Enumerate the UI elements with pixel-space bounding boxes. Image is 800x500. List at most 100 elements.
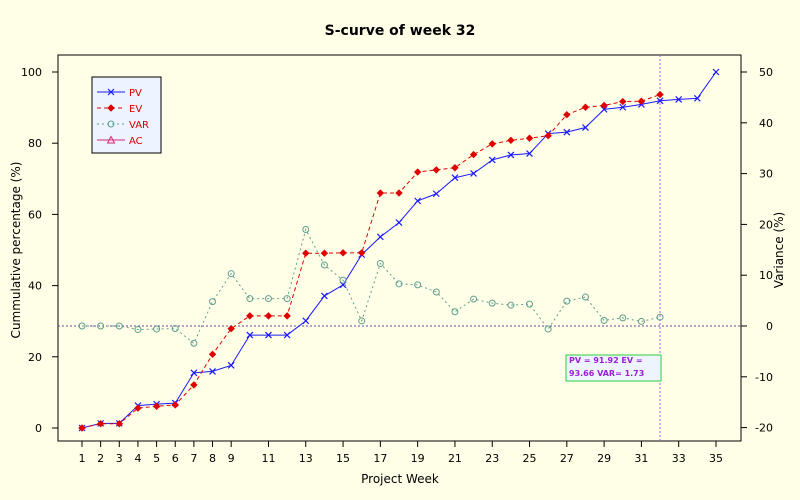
y2-tick-label: 50 xyxy=(759,66,773,79)
marker-stroke xyxy=(582,124,589,131)
pv-point xyxy=(302,317,310,325)
pv-point xyxy=(320,292,328,300)
pv-point xyxy=(656,97,664,105)
x-tick-label: 8 xyxy=(209,452,216,465)
pv-point xyxy=(432,190,440,198)
var-point xyxy=(619,314,627,322)
legend-item-ac: AC xyxy=(97,135,143,147)
info-box: PV = 91.92 EV = 93.66 VAR= 1.73 xyxy=(565,354,662,382)
legend-swatch-marker xyxy=(107,88,115,96)
x-tick-label: 4 xyxy=(134,452,141,465)
series-ev-line xyxy=(81,94,661,429)
var-point xyxy=(134,326,142,334)
marker-stroke xyxy=(265,331,272,339)
pv-point xyxy=(712,68,720,76)
pv-point xyxy=(283,331,291,339)
ev-point xyxy=(246,312,254,320)
y-axis-title: Cummulative percentage (%) xyxy=(9,162,23,339)
ev-point xyxy=(413,168,422,176)
var-point xyxy=(246,295,254,303)
y2-tick-label: 20 xyxy=(759,218,773,231)
ev-point xyxy=(357,249,366,257)
legend-item-pv: PV xyxy=(97,88,142,99)
marker-stroke xyxy=(190,369,198,377)
ev-point xyxy=(134,404,142,412)
var-point xyxy=(544,325,552,333)
var-point xyxy=(358,317,366,325)
pv-point xyxy=(227,361,235,369)
plot-frame xyxy=(57,54,742,442)
x-axis-title: Project Week xyxy=(361,472,439,486)
ev-point xyxy=(619,97,627,106)
x-tick-label: 9 xyxy=(228,452,235,465)
ev-point xyxy=(376,189,385,197)
pv-point xyxy=(600,105,608,113)
pv-point xyxy=(414,197,422,205)
var-point xyxy=(115,322,123,330)
var-point xyxy=(488,299,496,307)
marker-stroke xyxy=(246,331,254,339)
var-point xyxy=(339,276,347,284)
ev-point xyxy=(451,164,459,172)
marker-stroke xyxy=(488,156,496,164)
marker-stroke xyxy=(283,331,291,339)
pv-point xyxy=(190,369,198,377)
marker-stroke xyxy=(395,219,403,227)
pv-point xyxy=(265,331,272,339)
x-tick-label: 15 xyxy=(336,452,350,465)
x-tick-label: 11 xyxy=(261,452,275,465)
legend-label: AC xyxy=(129,136,143,147)
ev-point xyxy=(152,402,161,410)
pv-point xyxy=(488,156,496,164)
legend-label: PV xyxy=(129,88,142,99)
ev-point xyxy=(302,249,310,257)
legend-label: EV xyxy=(129,104,142,115)
legend: PV EV VAR AC xyxy=(91,76,162,154)
pv-point xyxy=(451,174,459,182)
var-point xyxy=(637,317,645,325)
x-tick-label: 6 xyxy=(172,452,179,465)
y2-tick-label: -10 xyxy=(755,371,773,384)
pv-point xyxy=(619,103,627,111)
marker-stroke xyxy=(302,317,310,325)
var-point xyxy=(600,316,608,324)
pv-point xyxy=(376,233,384,241)
marker-stroke xyxy=(675,95,683,103)
pv-point xyxy=(526,150,533,157)
y-tick-label: 0 xyxy=(35,422,42,435)
pv-point xyxy=(563,128,571,136)
marker-stroke xyxy=(600,105,608,113)
x-tick-label: 35 xyxy=(709,452,723,465)
y-tick-label: 20 xyxy=(28,351,42,364)
var-point xyxy=(264,295,272,303)
ev-point xyxy=(283,312,291,320)
info-line-2: 93.66 VAR= 1.73 xyxy=(569,369,644,378)
var-point xyxy=(171,325,179,333)
x-tick-label: 17 xyxy=(373,452,387,465)
series-pv xyxy=(78,68,720,432)
ev-point xyxy=(488,140,496,148)
y2-tick-label: 10 xyxy=(759,269,773,282)
x-tick-label: 7 xyxy=(190,452,197,465)
var-point xyxy=(78,322,86,330)
var-point xyxy=(302,225,310,233)
var-point xyxy=(283,295,291,303)
x-tick-label: 2 xyxy=(97,452,104,465)
y-tick-label: 100 xyxy=(21,66,42,79)
y-tick-label: 40 xyxy=(28,280,42,293)
var-point xyxy=(526,300,534,308)
var-point xyxy=(376,260,384,268)
x-tick-label: 33 xyxy=(672,452,686,465)
marker-stroke xyxy=(712,68,720,76)
x-tick-label: 1 xyxy=(79,452,86,465)
x-tick-label: 21 xyxy=(448,452,462,465)
marker-stroke xyxy=(656,97,664,105)
var-point xyxy=(320,261,328,269)
legend-item-var: VAR xyxy=(97,120,149,131)
var-point xyxy=(563,297,571,305)
y2-tick-label: -20 xyxy=(755,422,773,435)
marker-stroke xyxy=(227,361,235,369)
ev-point xyxy=(115,420,124,428)
ev-point xyxy=(264,312,273,320)
